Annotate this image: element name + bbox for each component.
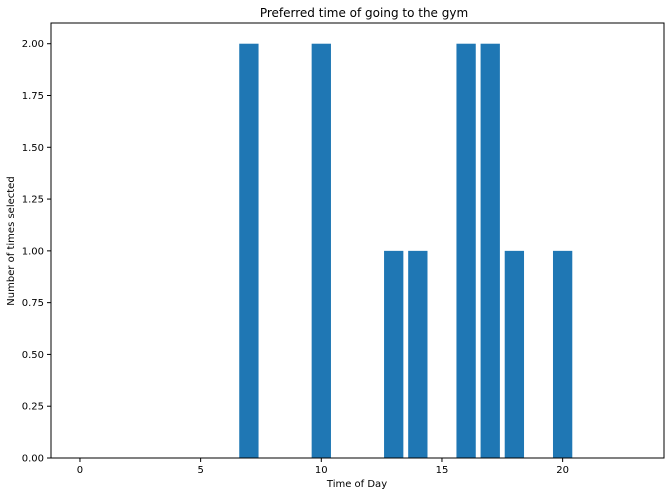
y-tick-label: 0.50 bbox=[22, 350, 44, 361]
y-tick-label: 0.75 bbox=[22, 298, 44, 309]
y-tick-label: 1.75 bbox=[22, 91, 44, 102]
plot-frame bbox=[50, 22, 665, 459]
x-tick-label: 0 bbox=[77, 465, 83, 476]
y-tick-label: 0.00 bbox=[22, 454, 44, 465]
bars-layer bbox=[239, 43, 573, 459]
y-tick-label: 1.00 bbox=[22, 246, 44, 257]
bar-20 bbox=[552, 250, 573, 458]
x-axis-label: Time of Day bbox=[326, 479, 387, 490]
bar-10 bbox=[311, 43, 331, 459]
bar-16 bbox=[456, 43, 476, 459]
bar-17 bbox=[480, 43, 500, 459]
x-tick-label: 5 bbox=[197, 465, 203, 476]
bar-18 bbox=[504, 250, 525, 458]
x-tick-label: 20 bbox=[556, 465, 569, 476]
y-tick-label: 0.25 bbox=[22, 402, 44, 413]
bar-14 bbox=[408, 250, 428, 458]
y-axis-label: Number of times selected bbox=[6, 176, 17, 305]
chart-title: Preferred time of going to the gym bbox=[260, 6, 468, 20]
bar-13 bbox=[384, 250, 404, 458]
y-tick-label: 2.00 bbox=[22, 39, 44, 50]
bar-7 bbox=[239, 43, 259, 459]
y-tick-label: 1.50 bbox=[22, 143, 44, 154]
ticks-layer: 0 5 10 15 20 0.00 0.25 0.50 0.75 1.00 1.25 1.50 1.75… bbox=[22, 39, 569, 476]
x-tick-label: 10 bbox=[315, 465, 328, 476]
y-tick-label: 1.25 bbox=[22, 195, 44, 206]
x-tick-label: 15 bbox=[436, 465, 449, 476]
